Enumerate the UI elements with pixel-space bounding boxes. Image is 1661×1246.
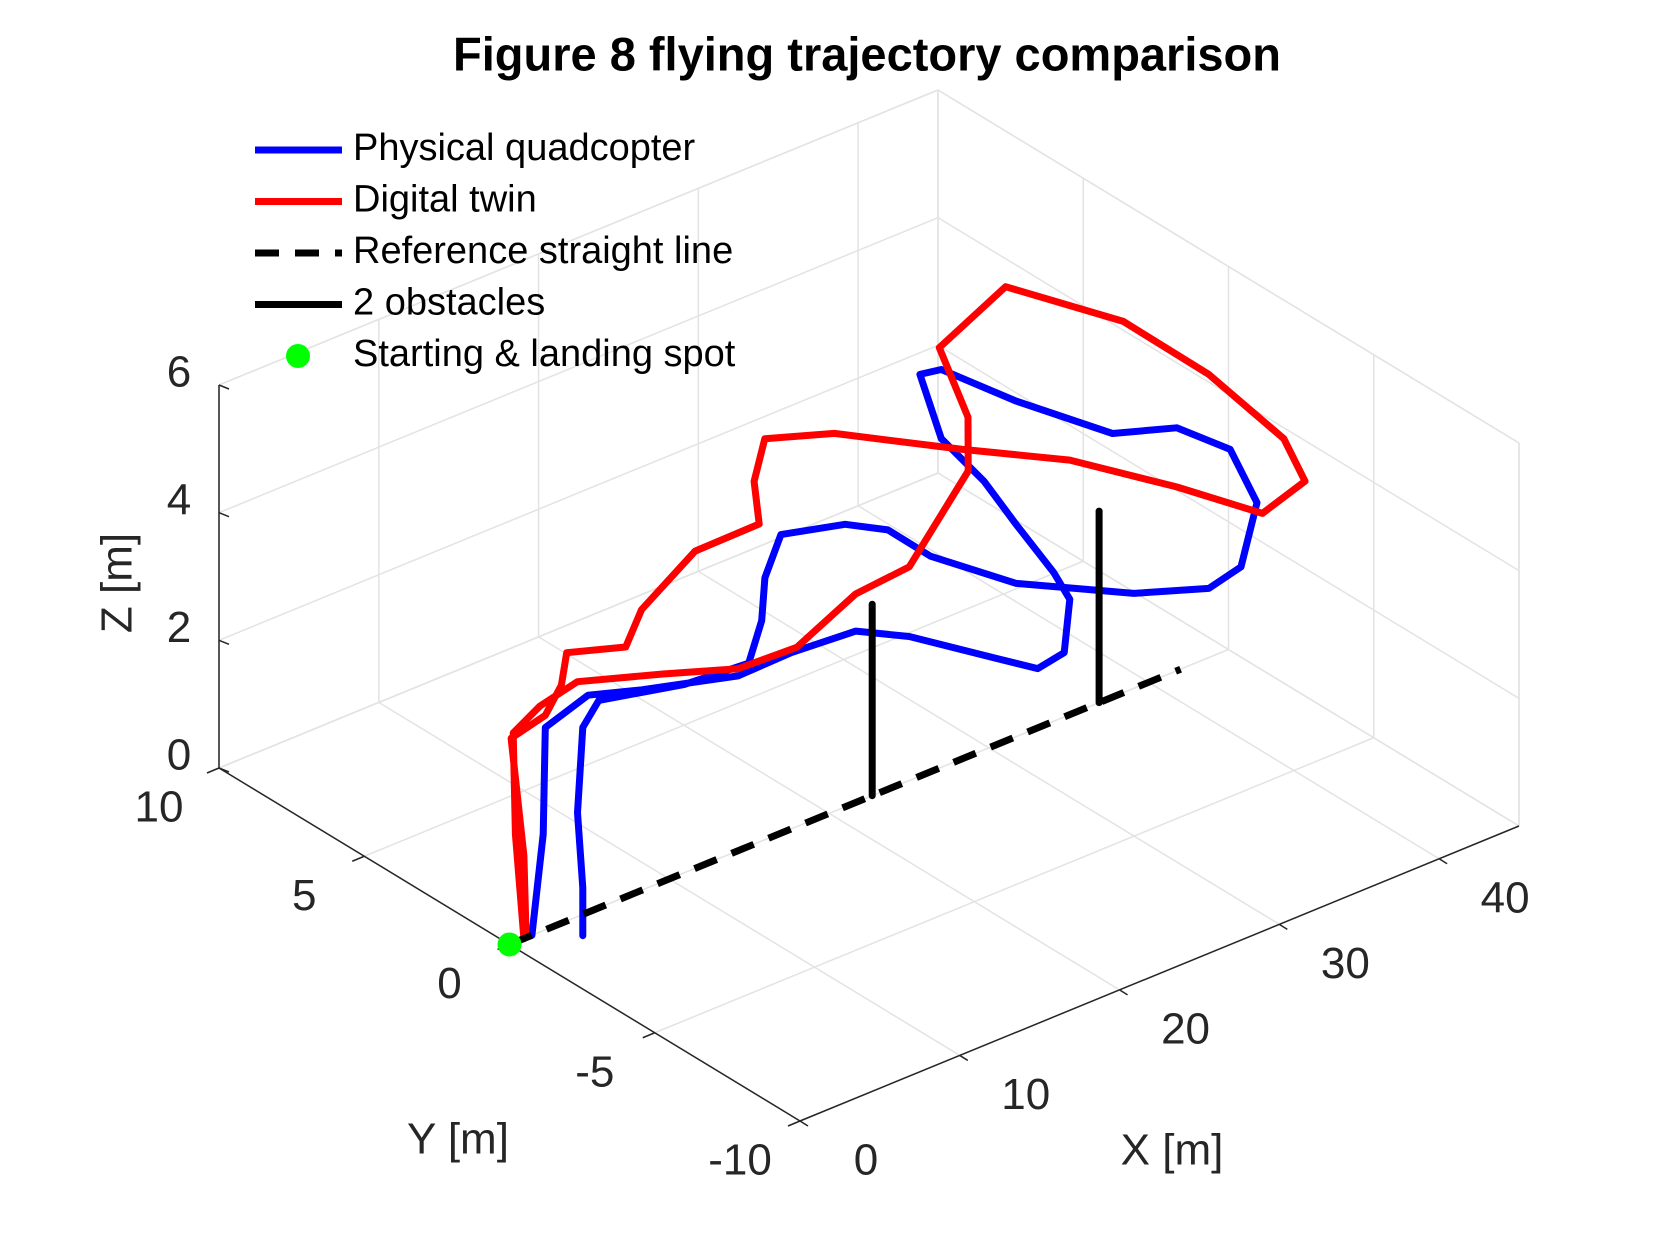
grid-line bbox=[218, 89, 939, 386]
y-tick-label: 0 bbox=[437, 959, 461, 1008]
x-tick-label: 10 bbox=[1001, 1070, 1050, 1119]
legend-marker bbox=[286, 344, 310, 368]
x-axis-label: X [m] bbox=[1121, 1126, 1224, 1175]
z-tick-label: 6 bbox=[167, 348, 191, 397]
y-tick bbox=[206, 767, 220, 774]
x-tick bbox=[1278, 923, 1288, 930]
y-tick-label: -10 bbox=[708, 1136, 772, 1185]
z-tick bbox=[218, 511, 230, 518]
chart-title: Figure 8 flying trajectory comparison bbox=[453, 27, 1281, 80]
grid-line bbox=[218, 344, 939, 642]
x-tick bbox=[1119, 989, 1128, 996]
x-tick-label: 0 bbox=[854, 1136, 878, 1185]
legend: Physical quadcopter Digital twin Reference… bbox=[255, 127, 736, 375]
z-tick-label: 4 bbox=[167, 475, 191, 524]
z-tick bbox=[218, 384, 230, 390]
x-tick-label: 40 bbox=[1481, 873, 1530, 922]
x-tick bbox=[959, 1054, 969, 1062]
trajectory bbox=[528, 366, 1261, 940]
y-tick-label: -5 bbox=[575, 1047, 614, 1096]
y-tick-label: 10 bbox=[135, 783, 184, 832]
z-axis-label: Z [m] bbox=[93, 533, 142, 633]
x-tick bbox=[799, 1120, 809, 1127]
grid-line bbox=[218, 216, 939, 514]
y-tick-label: 5 bbox=[292, 871, 316, 920]
legend-label: Starting & landing spot bbox=[353, 333, 736, 375]
legend-label: Physical quadcopter bbox=[353, 127, 696, 169]
trajectory bbox=[507, 283, 1309, 943]
z-tick bbox=[218, 767, 230, 773]
grid-line bbox=[654, 737, 1375, 1034]
grid-line bbox=[218, 472, 939, 769]
z-tick-label: 2 bbox=[167, 603, 191, 652]
grid-line bbox=[937, 472, 1520, 827]
x-axis bbox=[799, 825, 1520, 1122]
trajectory bbox=[508, 665, 1182, 948]
legend-label: Reference straight line bbox=[353, 230, 733, 272]
start-marker bbox=[497, 932, 522, 957]
grid-line bbox=[937, 89, 1520, 444]
z-tick-label: 0 bbox=[167, 731, 191, 780]
y-tick bbox=[351, 855, 365, 862]
legend-label: 2 obstacles bbox=[353, 282, 545, 324]
y-tick bbox=[787, 1120, 801, 1127]
x-tick bbox=[1438, 858, 1448, 865]
grid-line bbox=[363, 560, 1084, 857]
y-tick bbox=[642, 1032, 656, 1039]
x-tick-label: 20 bbox=[1161, 1005, 1210, 1054]
x-tick-label: 30 bbox=[1321, 939, 1370, 988]
z-tick bbox=[218, 639, 230, 646]
legend-label: Digital twin bbox=[353, 179, 537, 221]
y-axis-label: Y [m] bbox=[407, 1115, 509, 1164]
